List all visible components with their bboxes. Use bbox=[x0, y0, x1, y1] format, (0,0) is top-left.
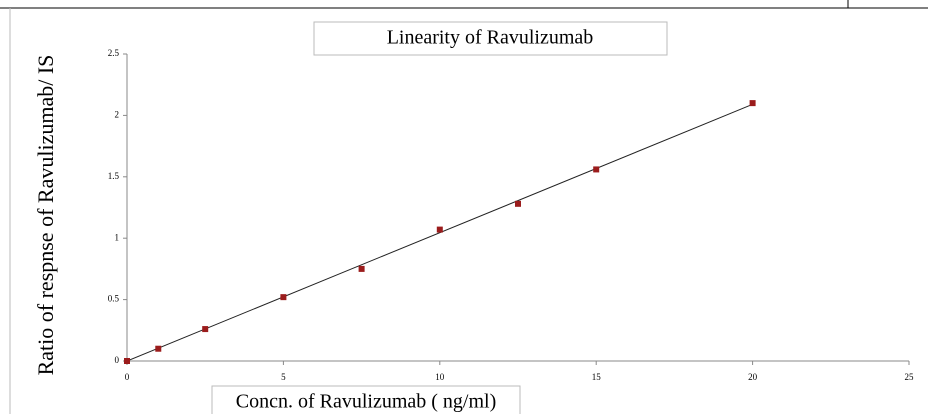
data-point bbox=[436, 226, 443, 233]
data-point bbox=[280, 294, 287, 301]
y-tick-label: 2 bbox=[115, 109, 120, 119]
chart-title: Linearity of Ravulizumab bbox=[387, 27, 594, 49]
x-tick-label: 20 bbox=[748, 372, 758, 382]
data-point bbox=[749, 100, 756, 107]
data-point bbox=[202, 326, 209, 333]
title-box bbox=[313, 21, 668, 56]
y-tick-label: 1.5 bbox=[108, 171, 120, 181]
x-label-box bbox=[211, 385, 521, 414]
x-tick-label: 10 bbox=[435, 372, 445, 382]
y-axis-label: Ratio of respnse of Ravulizumab/ IS bbox=[33, 55, 58, 376]
x-axis-label: Concn. of Ravulizumab ( ng/ml) bbox=[236, 391, 497, 413]
x-tick-label: 15 bbox=[592, 372, 602, 382]
x-tick-label: 5 bbox=[281, 372, 286, 382]
data-point bbox=[593, 166, 600, 173]
y-tick-label: 1 bbox=[115, 232, 120, 242]
data-point bbox=[515, 200, 521, 207]
y-tick-label: 0 bbox=[115, 355, 120, 365]
data-point bbox=[155, 345, 162, 352]
x-tick-label: 25 bbox=[905, 372, 915, 382]
y-tick-label: 0.5 bbox=[108, 294, 120, 304]
data-point bbox=[358, 265, 365, 272]
x-tick-label: 0 bbox=[125, 372, 130, 382]
y-tick-label: 2.5 bbox=[108, 48, 120, 58]
data-point bbox=[124, 358, 130, 364]
trend-line bbox=[126, 103, 753, 362]
